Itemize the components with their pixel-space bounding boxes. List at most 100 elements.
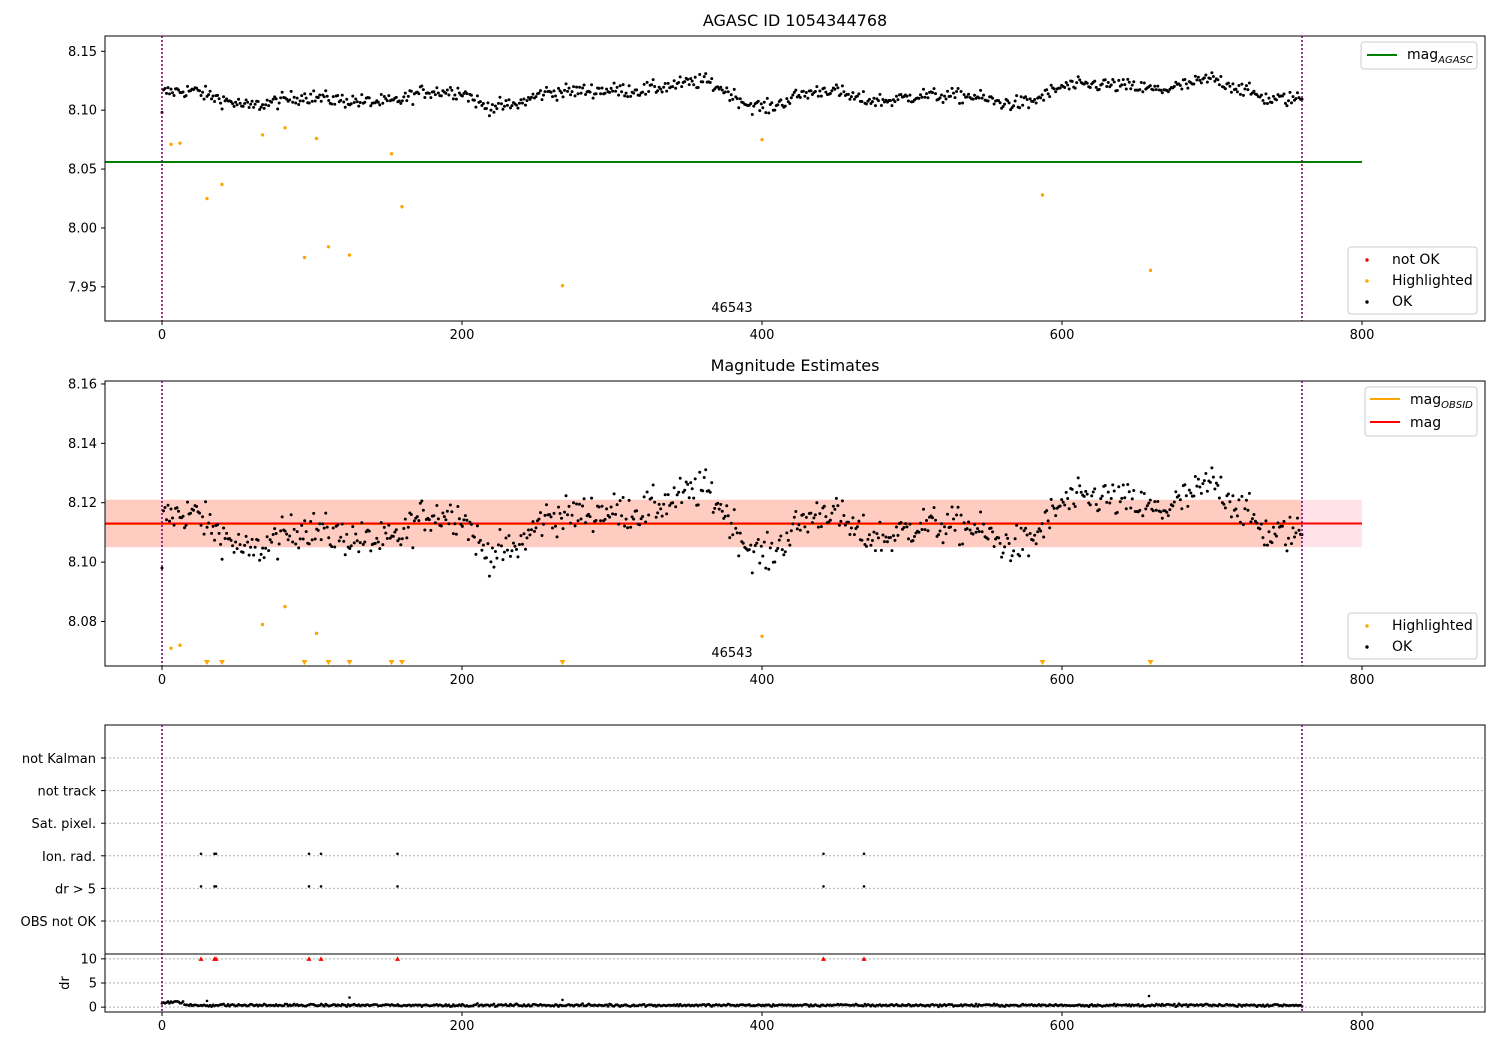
ok-point: [198, 511, 202, 515]
ok-point: [1199, 491, 1203, 495]
ok-point: [444, 91, 448, 95]
ok-point: [268, 538, 272, 542]
ok-point: [1036, 530, 1040, 534]
ok-point: [629, 525, 633, 529]
ok-point: [893, 538, 897, 542]
ok-point: [866, 537, 870, 541]
ok-point: [219, 542, 223, 546]
ok-point: [1243, 507, 1247, 511]
dr-point: [492, 1002, 496, 1006]
ok-point: [498, 527, 502, 531]
ok-point: [849, 526, 853, 530]
ok-point: [301, 99, 305, 103]
ok-point: [569, 521, 573, 525]
flag-point: [822, 885, 825, 888]
ok-point: [349, 102, 353, 106]
ok-point: [1093, 79, 1097, 83]
highlighted-point: [283, 604, 287, 609]
ok-point: [295, 530, 299, 534]
ok-point: [770, 101, 774, 105]
ok-point: [597, 505, 601, 509]
ok-point: [671, 501, 675, 505]
ok-point: [783, 550, 787, 554]
ok-point: [749, 101, 753, 105]
ok-point: [857, 92, 861, 96]
ok-point: [1031, 538, 1035, 542]
ok-point: [872, 96, 876, 100]
ok-point: [289, 513, 293, 517]
ok-point: [297, 546, 301, 550]
ok-point: [710, 77, 714, 81]
ok-point: [469, 93, 473, 97]
ok-point: [283, 529, 287, 533]
ok-point: [719, 502, 723, 506]
ok-point: [998, 541, 1002, 545]
ok-point: [1139, 80, 1143, 84]
y-tick-label: 8.16: [68, 377, 97, 392]
ok-point: [474, 105, 478, 109]
ok-point: [298, 537, 302, 541]
ok-point: [1261, 98, 1265, 102]
ok-point: [638, 93, 642, 97]
ok-point: [708, 81, 712, 84]
ok-point: [1171, 504, 1175, 508]
ok-point: [560, 516, 564, 520]
ok-point: [834, 496, 838, 500]
ok-point: [997, 536, 1001, 540]
ok-point: [327, 99, 331, 103]
highlighted-point: [260, 622, 265, 627]
ok-point: [789, 529, 793, 533]
ok-point: [211, 524, 215, 528]
ok-point: [493, 550, 497, 554]
ok-point: [192, 508, 196, 512]
ok-point: [1264, 92, 1268, 96]
ok-point: [465, 92, 469, 96]
ok-point: [1195, 484, 1199, 488]
below-range-marker: [346, 660, 353, 665]
flag-row-label: not track: [37, 785, 96, 800]
ok-point: [351, 94, 355, 98]
ok-point: [420, 499, 424, 503]
ok-point: [1141, 514, 1145, 518]
ok-point: [264, 546, 268, 550]
ok-point: [1120, 496, 1124, 500]
ok-point: [974, 530, 978, 534]
ok-point: [1106, 80, 1110, 84]
ok-point: [1186, 86, 1190, 90]
ok-point: [339, 98, 343, 102]
ok-point: [1166, 90, 1170, 94]
ok-point: [523, 547, 527, 551]
ok-point: [876, 536, 880, 540]
ok-point: [1259, 522, 1263, 526]
ok-point: [708, 490, 712, 494]
dr-clipped-marker: [306, 956, 312, 961]
ok-point: [570, 513, 574, 517]
ok-point: [271, 97, 275, 101]
ok-point: [534, 95, 538, 99]
ok-point: [600, 86, 604, 90]
ok-point: [237, 532, 241, 536]
highlighted-point: [389, 152, 394, 156]
ok-point: [1120, 83, 1124, 87]
dr-point: [1236, 1005, 1239, 1008]
ok-point: [958, 543, 962, 547]
ok-point: [698, 73, 702, 77]
ok-point: [1168, 508, 1172, 512]
ok-point: [986, 537, 990, 541]
ok-point: [1126, 77, 1130, 81]
ok-point: [687, 83, 691, 87]
ok-point: [731, 97, 735, 101]
ok-point: [680, 501, 684, 505]
ok-point: [1003, 545, 1007, 549]
ok-point: [663, 493, 667, 497]
ok-point: [941, 541, 945, 545]
ok-point: [959, 513, 963, 517]
ok-point: [1226, 81, 1230, 85]
ok-point: [265, 98, 269, 102]
ok-point: [465, 518, 469, 522]
highlighted-point: [169, 142, 173, 147]
ok-point: [872, 530, 876, 534]
ok-point: [689, 481, 693, 485]
ok-point: [716, 501, 720, 505]
y-tick-label: 8.15: [68, 45, 97, 60]
